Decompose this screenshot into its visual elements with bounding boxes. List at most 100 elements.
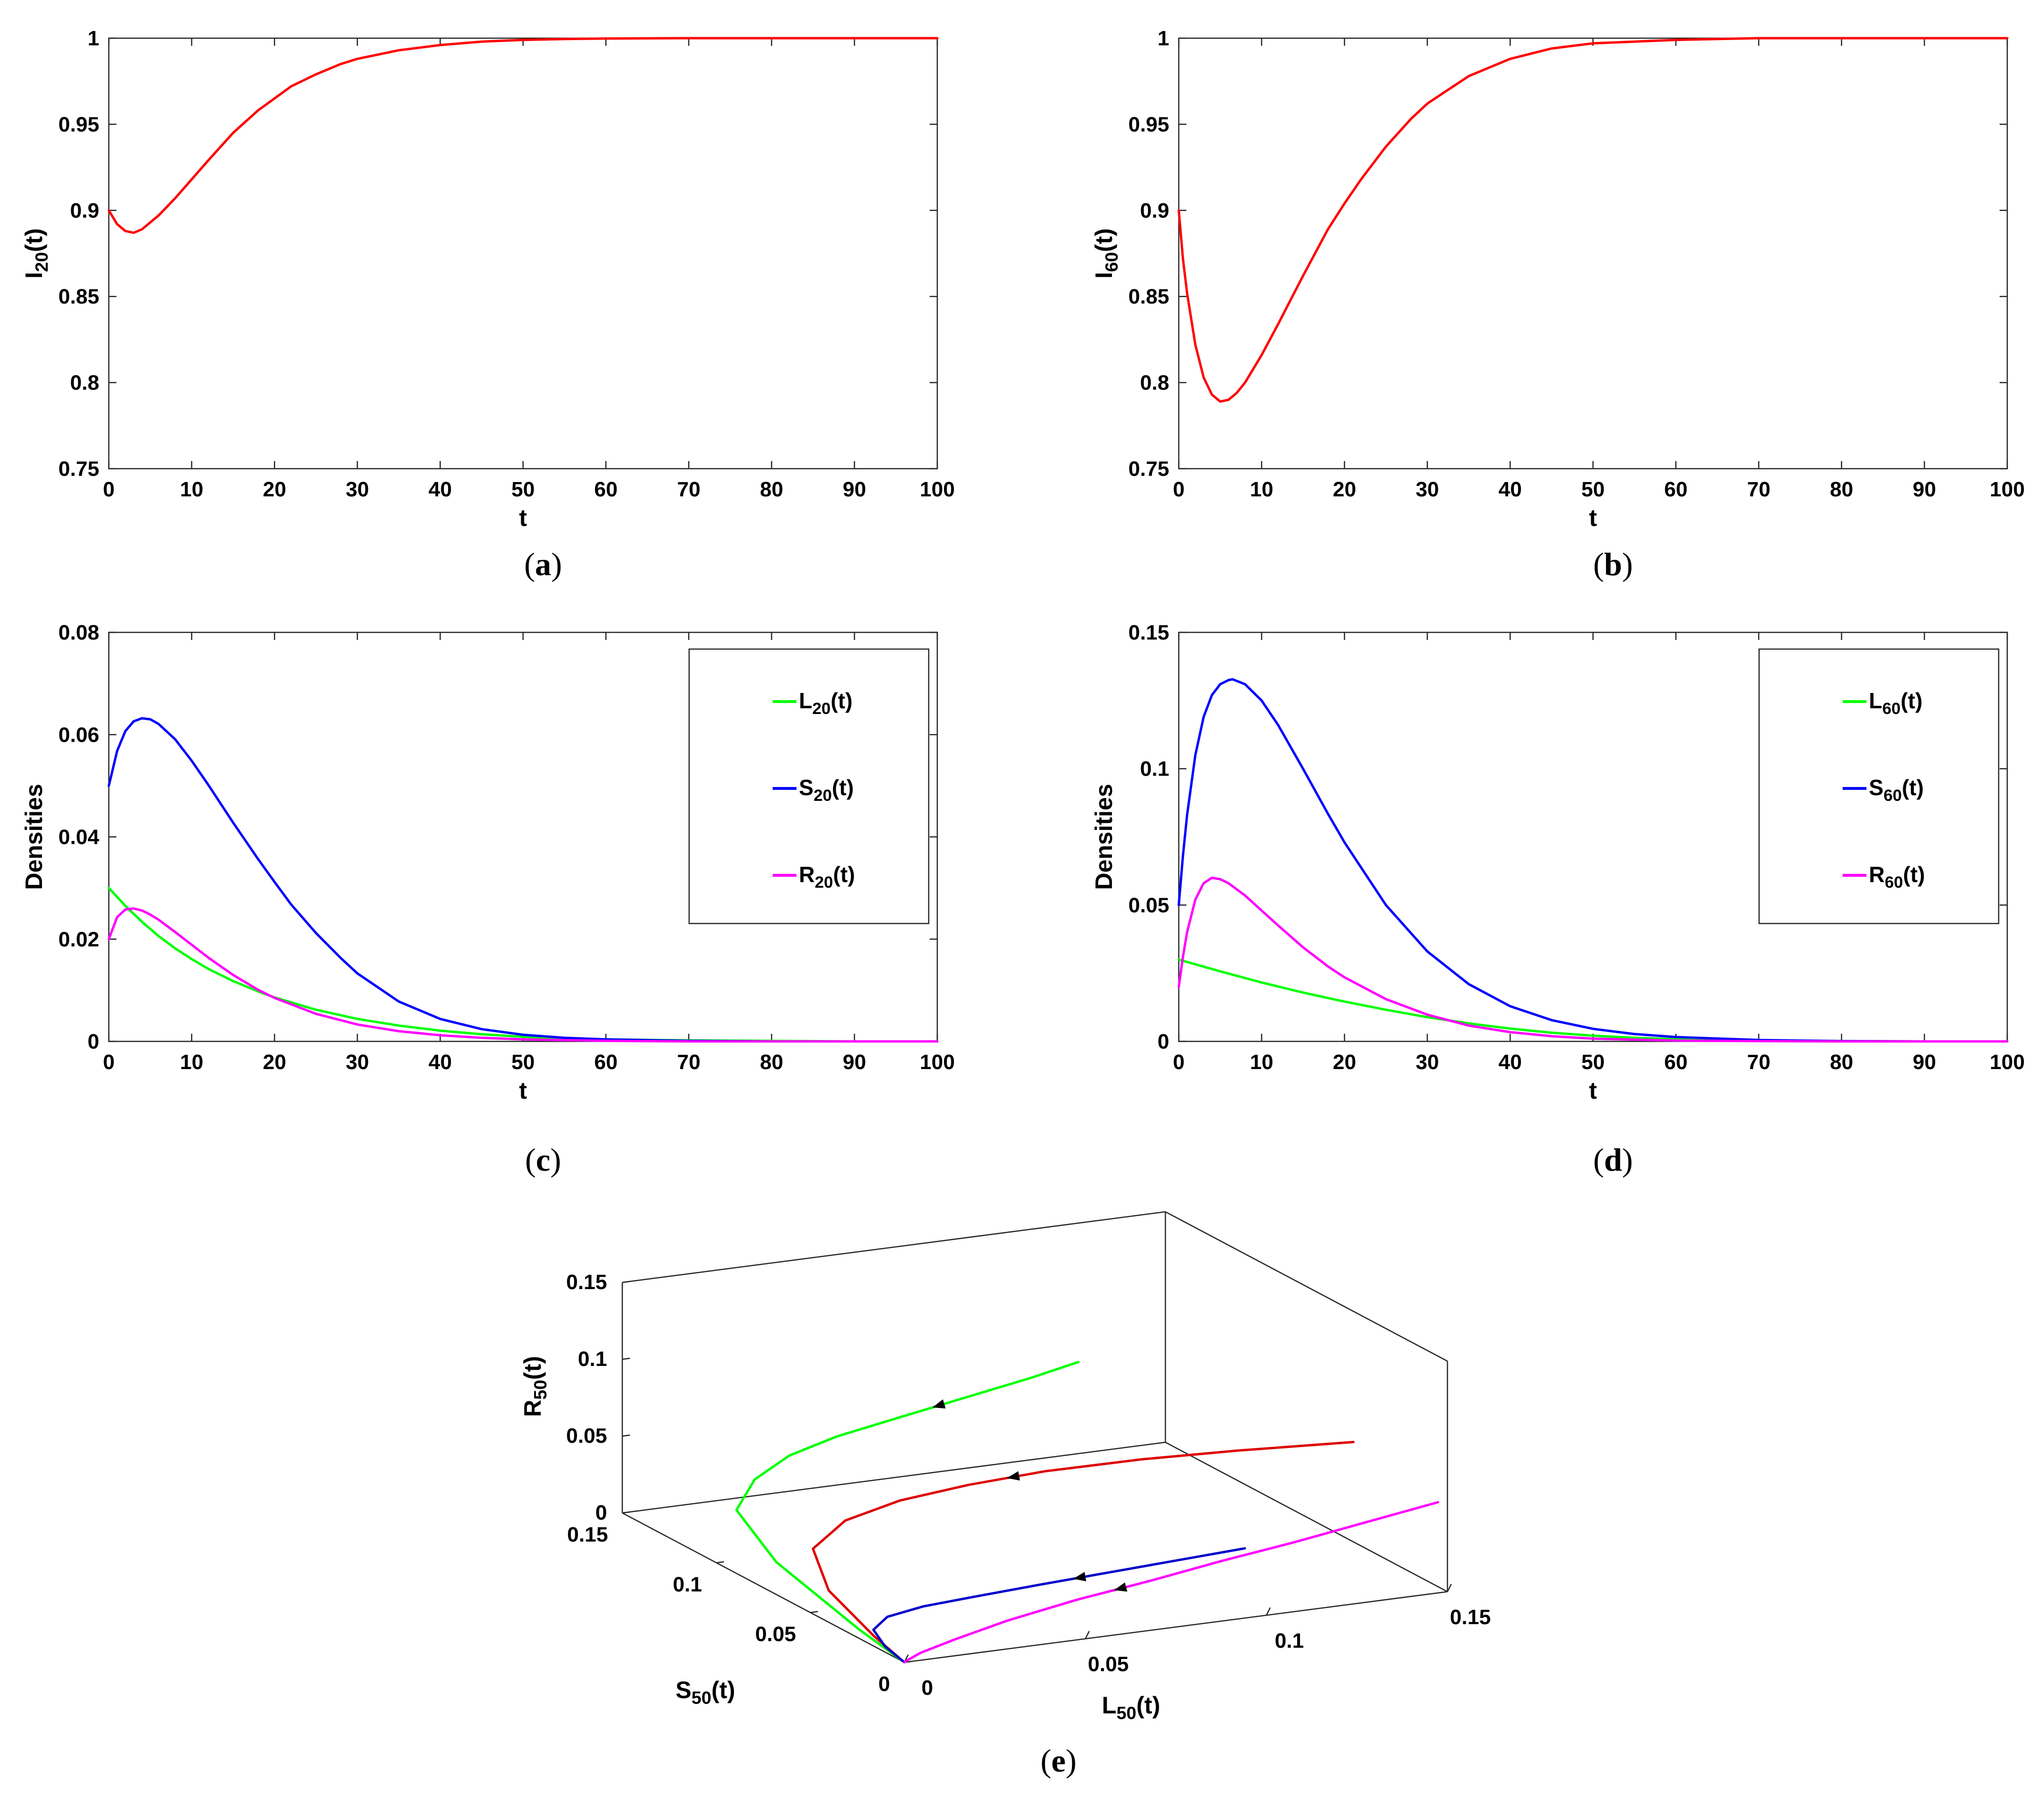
x-tick-label: 10 — [1250, 1050, 1273, 1074]
y-tick-label: 0 — [88, 1030, 99, 1053]
x-tick-label: 20 — [263, 1050, 286, 1074]
x-tick-label: 0 — [103, 1050, 115, 1074]
direction-arrow — [1073, 1572, 1087, 1582]
y-axis-label: Densities — [21, 784, 47, 890]
x-tick-label: 20 — [1333, 478, 1356, 501]
x-tick-label: 50 — [1582, 478, 1605, 501]
x-tick-label: 80 — [760, 478, 783, 501]
x-tick — [1447, 1584, 1452, 1592]
y-tick-label: 0.02 — [58, 928, 99, 951]
x-tick-label: 0.1 — [1275, 1629, 1304, 1652]
y-tick-label: 0.9 — [70, 199, 99, 222]
x-tick-label: 60 — [594, 478, 618, 501]
x-tick-label: 100 — [920, 1050, 954, 1074]
y-tick-label: 0.05 — [755, 1623, 796, 1646]
x-tick-label: 90 — [1913, 1050, 1936, 1074]
trajectory-line-trajectory-4 — [903, 1501, 1439, 1664]
caption-a: (a) — [524, 546, 562, 582]
box-edge — [622, 1211, 1166, 1283]
legend-label: R60(t) — [1869, 862, 1925, 892]
y-tick-label: 0.9 — [1140, 199, 1169, 222]
direction-arrow — [1114, 1582, 1128, 1592]
x-tick-label: 50 — [512, 1050, 535, 1074]
legend-box — [1758, 648, 2000, 924]
chart-c: 0 10 20 30 40 50 60 70 80 90 100 0 0.02 0.04 0.06 0.08 t… — [21, 621, 955, 1104]
y-tick-label: 0.06 — [58, 723, 99, 746]
z-axis-label: R50(t) — [519, 1356, 550, 1417]
x-tick-label: 10 — [1250, 478, 1273, 501]
caption-b: (b) — [1593, 546, 1633, 582]
trajectory-line-trajectory-1 — [735, 1361, 1080, 1664]
x-tick-label: 100 — [920, 478, 954, 501]
y-tick-label: 0.75 — [58, 457, 99, 481]
x-tick-label: 50 — [1582, 1050, 1605, 1074]
y-tick-label: 0.04 — [58, 826, 99, 849]
y-tick-label: 0.1 — [673, 1573, 702, 1596]
series-line-I20(t) — [107, 37, 939, 234]
x-tick — [1266, 1607, 1271, 1616]
y-tick-label: 0.1 — [1140, 757, 1169, 781]
y-tick-label: 0.95 — [58, 113, 99, 136]
legend-label: R20(t) — [799, 862, 855, 892]
x-tick-label: 70 — [1747, 1050, 1771, 1074]
x-tick-label: 30 — [1415, 478, 1439, 501]
x-tick-label: 40 — [429, 478, 452, 501]
x-tick-label: 0.15 — [1450, 1606, 1491, 1629]
y-tick-label: 0.85 — [1128, 285, 1169, 308]
x-tick-label: 100 — [1990, 1050, 2024, 1074]
y-tick-label: 1 — [88, 27, 99, 50]
x-tick-label: 90 — [843, 1050, 866, 1074]
caption-e: (e) — [1040, 1743, 1077, 1779]
y-tick-label: 0.95 — [1128, 113, 1169, 136]
x-tick-label: 100 — [1990, 478, 2024, 501]
x-tick-label: 40 — [1499, 478, 1522, 501]
y-tick-label: 1 — [1158, 27, 1169, 50]
x-tick-label: 90 — [1913, 478, 1936, 501]
x-tick-label: 20 — [263, 478, 286, 501]
chart-d: 0 10 20 30 40 50 60 70 80 90 100 0 0.05 0.1 0.15 t Densi… — [1090, 621, 2025, 1104]
series-line-L20(t) — [107, 887, 939, 1043]
chart-e: 00.050.10.1500.050.10.1500.050.10.15L50(… — [519, 1211, 1491, 1723]
direction-arrow — [932, 1399, 946, 1409]
y-axis-label: I20(t) — [21, 228, 52, 279]
legend-label: L20(t) — [799, 688, 852, 718]
y-tick-label: 0.15 — [567, 1523, 608, 1546]
x-tick-label: 30 — [346, 478, 369, 501]
y-tick-label: 0.15 — [1128, 621, 1169, 644]
trajectory-line-trajectory-2 — [812, 1440, 1355, 1664]
x-tick-label: 0.05 — [1088, 1653, 1129, 1676]
x-tick-label: 10 — [180, 1050, 203, 1074]
series-line-R60(t) — [1177, 876, 2009, 1043]
legend-label: S20(t) — [799, 775, 854, 805]
y-tick-label: 0.75 — [1128, 457, 1169, 481]
y-tick-label: 0.05 — [1128, 893, 1169, 917]
plot-frame — [1178, 37, 2008, 470]
x-axis-label: L50(t) — [1102, 1692, 1160, 1723]
x-axis-label: t — [519, 504, 527, 531]
floor-edge — [622, 1512, 905, 1663]
caption-c: (c) — [525, 1142, 561, 1178]
y-axis-label: I60(t) — [1090, 228, 1122, 279]
y-tick-label: 0.8 — [70, 371, 99, 395]
x-tick-label: 40 — [1499, 1050, 1522, 1074]
y-tick-label: 0 — [879, 1672, 890, 1696]
legend-box — [688, 648, 930, 924]
z-tick — [622, 1281, 630, 1283]
direction-arrow — [1006, 1471, 1020, 1481]
z-tick — [622, 1357, 630, 1360]
y-axis-label: Densities — [1090, 784, 1117, 890]
x-tick-label: 0 — [922, 1676, 933, 1700]
z-tick — [622, 1511, 630, 1514]
x-tick-label: 0 — [103, 478, 115, 501]
x-tick-label: 60 — [1664, 478, 1688, 501]
x-axis-label: t — [519, 1077, 527, 1104]
x-tick-label: 10 — [180, 478, 203, 501]
chart-a: 0 10 20 30 40 50 60 70 80 90 100 0.75 0.8 0.85 0.9 0.95… — [21, 27, 955, 531]
x-tick-label: 60 — [1664, 1050, 1688, 1074]
x-tick-label: 90 — [843, 478, 866, 501]
z-tick-label: 0.15 — [566, 1270, 607, 1294]
y-tick — [810, 1611, 818, 1613]
x-tick-label: 30 — [1415, 1050, 1439, 1074]
x-tick-label: 80 — [760, 1050, 783, 1074]
